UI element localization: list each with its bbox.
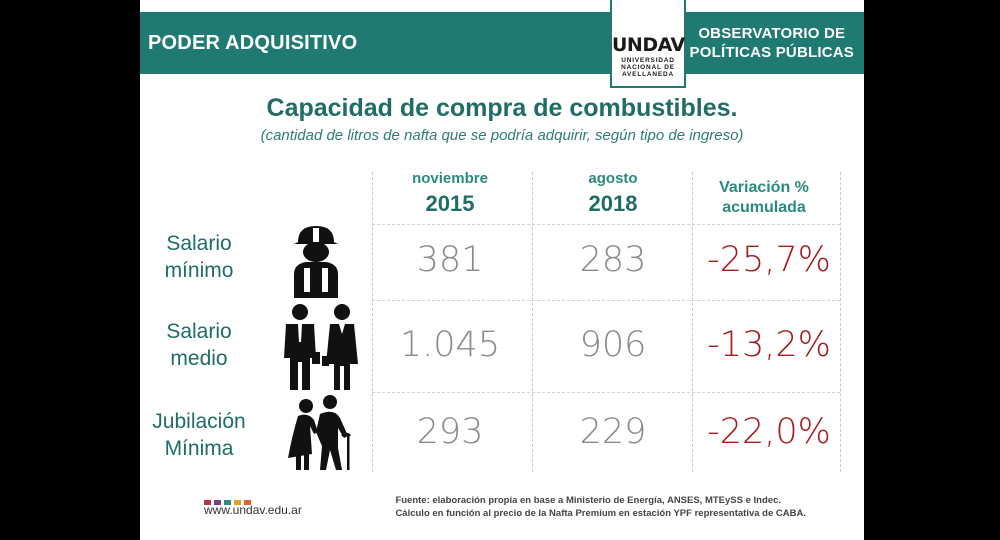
row-label-jubilacion-minima: Jubilación Mínima [140, 408, 258, 462]
grid-vline [692, 172, 693, 472]
brand-dot [224, 500, 231, 505]
row-label-line2: medio [170, 347, 228, 370]
cell-variation-salario-minimo: -25,7% [707, 240, 831, 280]
col-header-2015: noviembre 2015 [380, 170, 520, 217]
cell-2018-salario-minimo: 283 [579, 240, 647, 280]
col-header-2018-month: agosto [588, 170, 638, 187]
col-header-variation: Variación % acumulada [694, 178, 834, 218]
row-label-line1: Salario [166, 320, 232, 343]
worker-icon [294, 226, 338, 298]
source-line2: Cálculo en función al precio de la Nafta… [395, 508, 806, 519]
cell-2018-salario-medio: 906 [579, 325, 647, 365]
page-title: Capacidad de compra de combustibles. [266, 94, 738, 122]
cell-2015-salario-medio: 1.045 [399, 325, 501, 365]
col-header-variation-line2: acumulada [722, 199, 806, 216]
col-header-variation-line1: Variación % [719, 179, 809, 196]
col-header-2018-year: 2018 [588, 191, 638, 216]
source-note: Fuente: elaboración propia en base a Min… [395, 494, 806, 520]
row-label-line2: mínimo [164, 259, 234, 282]
office-workers-icon [284, 304, 358, 390]
col-header-2015-month: noviembre [412, 170, 488, 187]
elderly-couple-icon [288, 395, 351, 470]
cell-2015-salario-minimo: 381 [416, 240, 484, 280]
source-line1: Fuente: elaboración propia en base a Min… [395, 495, 781, 506]
undav-logo: UNDAV UNIVERSIDAD NACIONAL DE AVELLANEDA [610, 0, 686, 88]
grid-hline [372, 300, 840, 301]
header-bar: PODER ADQUISITIVO OBSERVATORIO DE POLÍTI… [140, 12, 864, 74]
row-label-salario-medio: Salario medio [140, 318, 258, 372]
grid-hline [372, 392, 840, 393]
row-label-line1: Salario [166, 232, 232, 255]
section-title: PODER ADQUISITIVO [148, 32, 358, 54]
observatory-title-line2: POLÍTICAS PÚBLICAS [689, 44, 854, 61]
logo-mark: UNDAV [612, 34, 685, 56]
cell-variation-jubilacion-minima: -22,0% [707, 412, 831, 452]
infographic-panel: PODER ADQUISITIVO OBSERVATORIO DE POLÍTI… [140, 0, 864, 540]
row-label-salario-minimo: Salario mínimo [140, 230, 258, 284]
grid-hline [372, 224, 840, 225]
grid-vline [372, 172, 373, 472]
brand-dot [214, 500, 221, 505]
page-subtitle: (cantidad de litros de nafta que se podr… [260, 127, 744, 144]
observatory-title: OBSERVATORIO DE POLÍTICAS PÚBLICAS [690, 24, 854, 62]
cell-2015-jubilacion-minima: 293 [416, 412, 484, 452]
cell-variation-salario-medio: -13,2% [707, 325, 831, 365]
grid-vline [840, 172, 841, 472]
brand-dot [234, 500, 241, 505]
website-url[interactable]: www.undav.edu.ar [204, 503, 302, 517]
brand-dot [244, 500, 251, 505]
brand-dots [204, 492, 254, 510]
row-label-line1: Jubilación [152, 410, 246, 433]
row-label-line2: Mínima [164, 437, 234, 460]
brand-dot [204, 500, 211, 505]
cell-2018-jubilacion-minima: 229 [579, 412, 647, 452]
col-header-2018: agosto 2018 [543, 170, 683, 217]
col-header-2015-year: 2015 [425, 191, 475, 216]
observatory-title-line1: OBSERVATORIO DE [698, 25, 846, 42]
logo-subtitle: UNIVERSIDAD NACIONAL DE AVELLANEDA [621, 57, 675, 78]
grid-vline [532, 172, 533, 472]
